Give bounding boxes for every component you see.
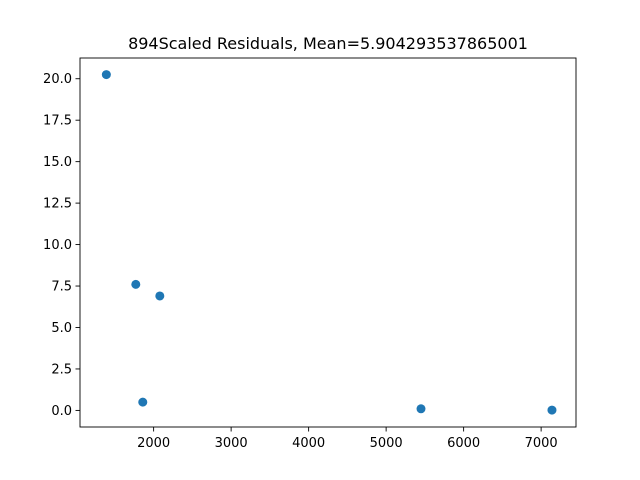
plot-area: 2000 3000 4000 5000 6000 7000 0.0 2.5 5.0 7.5 10.0… [43,57,577,451]
y-tick-label-10: 10.0 [43,238,72,253]
y-tick-label-5: 5.0 [51,321,72,336]
y-tick-label-15: 15.0 [43,155,72,170]
data-point-3 [138,397,148,407]
y-tick-label-17.5: 17.5 [43,114,72,129]
x-tick-label-3000: 3000 [215,436,248,451]
x-tick-label-4000: 4000 [292,436,325,451]
data-point-2 [131,279,141,289]
data-point-4 [155,291,165,301]
chart-title: 894Scaled Residuals, Mean=5.904293537865… [128,34,528,53]
x-tick-label-2000: 2000 [137,436,170,451]
y-tick-label-12.5: 12.5 [43,197,72,212]
data-point-1 [101,70,111,80]
x-tick-label-7000: 7000 [525,436,558,451]
data-point-5 [416,404,426,414]
y-tick-label-2.5: 2.5 [51,362,72,377]
x-tick-label-6000: 6000 [447,436,480,451]
axes-frame [79,57,577,428]
y-tick-label-0: 0.0 [51,404,72,419]
data-point-6 [547,405,557,415]
y-tick-label-7.5: 7.5 [51,280,72,295]
x-tick-label-5000: 5000 [370,436,403,451]
y-tick-label-20: 20.0 [43,72,72,87]
